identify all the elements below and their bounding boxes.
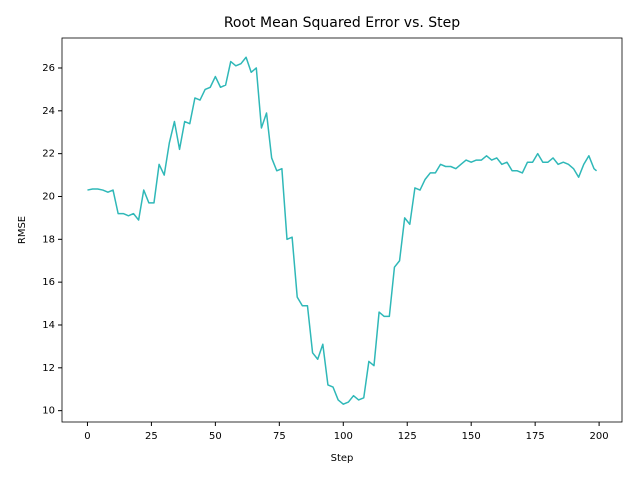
x-tick-label: 200 [590, 431, 609, 442]
x-tick-label: 25 [145, 431, 158, 442]
y-tick-label: 18 [42, 234, 55, 245]
x-tick-label: 50 [209, 431, 222, 442]
y-tick-label: 10 [42, 406, 55, 417]
y-tick-label: 20 [42, 191, 55, 202]
x-tick-label: 75 [273, 431, 286, 442]
x-tick-label: 100 [334, 431, 353, 442]
data-line [87, 56, 598, 405]
y-tick-label: 16 [42, 277, 55, 288]
x-tick-label: 150 [462, 431, 481, 442]
y-tick-label: 14 [42, 320, 55, 331]
y-tick-label: 12 [42, 363, 55, 374]
x-tick-label: 0 [84, 431, 90, 442]
y-tick-label: 22 [42, 149, 55, 160]
y-axis-label: RMSE [17, 216, 28, 244]
x-axis-label: Step [331, 453, 354, 464]
y-tick-label: 26 [42, 63, 55, 74]
chart-title: Root Mean Squared Error vs. Step [224, 15, 460, 31]
plot-frame [61, 37, 623, 423]
y-tick-label: 24 [42, 106, 55, 117]
x-tick-label: 125 [398, 431, 417, 442]
x-tick-label: 175 [526, 431, 545, 442]
